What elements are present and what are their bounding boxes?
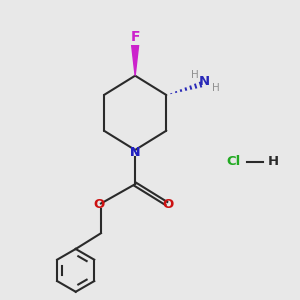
Polygon shape — [132, 44, 139, 76]
Text: O: O — [162, 199, 173, 212]
Text: F: F — [130, 30, 140, 44]
Text: N: N — [130, 146, 140, 159]
Text: N: N — [130, 146, 140, 159]
Text: F: F — [130, 30, 140, 44]
Text: N: N — [130, 146, 140, 159]
Text: N: N — [199, 74, 210, 88]
Text: H: H — [212, 83, 220, 93]
Text: H: H — [191, 70, 199, 80]
Text: Cl: Cl — [226, 155, 240, 168]
Text: O: O — [94, 199, 105, 212]
Text: H: H — [268, 155, 279, 168]
